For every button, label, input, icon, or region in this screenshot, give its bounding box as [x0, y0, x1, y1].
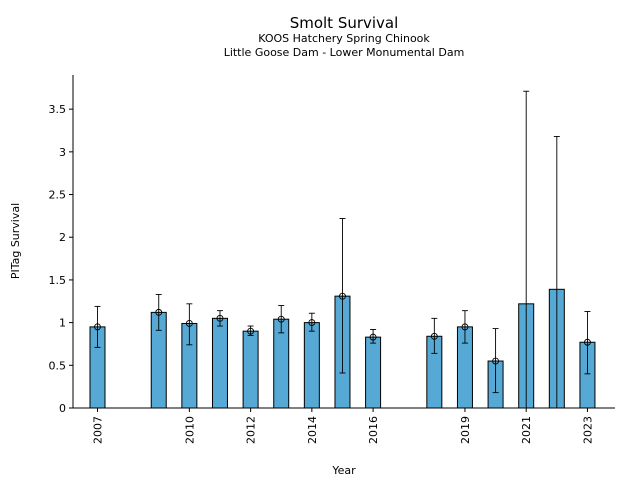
point-marker-2010	[185, 320, 193, 327]
bar-2014	[303, 322, 320, 409]
chart-subtitle-line-2: Little Goose Dam - Lower Monumental Dam	[224, 46, 465, 59]
point-marker-2007	[94, 323, 101, 331]
point-marker-2012	[247, 327, 255, 335]
point-marker-2011	[216, 314, 224, 322]
y-tick-label: 1.5	[49, 274, 67, 287]
point-marker-2015	[339, 292, 346, 300]
point-marker-2016	[369, 333, 377, 341]
x-tick-label: 2023	[581, 416, 594, 444]
plot-area	[89, 90, 596, 409]
x-tick-label: 2007	[91, 416, 104, 444]
y-tick-label: 2.5	[49, 189, 67, 202]
x-tick-label: 2019	[459, 416, 472, 444]
bar-2012	[242, 330, 259, 409]
x-tick-label: 2014	[306, 416, 319, 444]
bar-2016	[365, 336, 382, 409]
point-marker-2023	[583, 338, 591, 346]
y-axis-label: PITag Survival	[9, 203, 22, 279]
point-marker-2009	[155, 308, 163, 316]
y-tick-label: 2	[59, 231, 66, 244]
y-tick-label: 3.5	[49, 103, 67, 116]
chart-subtitle-line-1: KOOS Hatchery Spring Chinook	[258, 32, 430, 45]
x-tick-label: 2010	[183, 416, 196, 444]
point-marker-2019	[461, 323, 469, 331]
x-tick-label: 2012	[245, 416, 258, 444]
x-tick-label: 2021	[520, 416, 533, 444]
y-tick-label: 0.5	[49, 359, 67, 372]
point-marker-2013	[277, 315, 285, 323]
point-marker-2014	[308, 319, 316, 327]
point-marker-2018	[430, 332, 438, 340]
y-tick-label: 1	[59, 317, 66, 330]
point-marker-2020	[492, 357, 500, 365]
y-tick-label: 3	[59, 146, 66, 159]
bar-2011	[211, 317, 228, 409]
y-tick-label: 0	[59, 402, 66, 415]
x-axis-label: Year	[331, 464, 356, 477]
chart-title: Smolt Survival	[290, 14, 399, 32]
x-tick-label: 2016	[367, 416, 380, 444]
